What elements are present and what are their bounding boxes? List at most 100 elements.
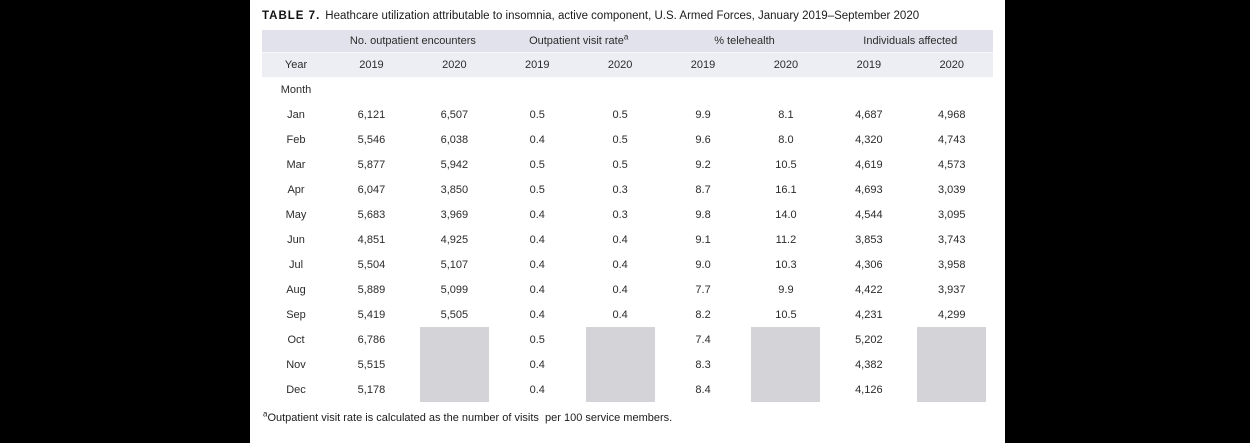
- value-cell: 9.2: [661, 152, 745, 177]
- group-header-outpatient-encounters: No. outpatient encounters: [330, 30, 496, 53]
- value-cell: 8.7: [661, 177, 745, 202]
- value-cell: 0.4: [495, 352, 579, 377]
- value-cell: 5,505: [412, 302, 496, 327]
- value-cell: 5,107: [412, 252, 496, 277]
- value-cell: 10.3: [744, 252, 828, 277]
- no-data-cell: [744, 352, 827, 377]
- no-data-cell: [579, 352, 662, 377]
- value-cell: 0.5: [495, 102, 579, 127]
- value-cell: 0.4: [495, 127, 579, 152]
- table-title: TABLE 7. Heathcare utilization attributab…: [262, 9, 1005, 23]
- group-header-visit-rate: Outpatient visit ratea: [495, 30, 662, 53]
- year-header-row: Year 2019 2020 2019 2020 2019 2020 2019 …: [262, 53, 994, 77]
- value-cell: 0.4: [495, 302, 579, 327]
- year-header: 2019: [661, 53, 745, 77]
- value-cell: 3,853: [827, 227, 911, 252]
- value-cell: 8.2: [661, 302, 745, 327]
- value-cell: 5,546: [330, 127, 413, 152]
- year-header: 2019: [330, 53, 413, 77]
- month-cell: Jan: [262, 102, 330, 127]
- value-cell: 5,942: [412, 152, 496, 177]
- corner-cell: [262, 30, 330, 53]
- value-cell: 4,422: [827, 277, 911, 302]
- value-cell: 5,683: [330, 202, 413, 227]
- year-header: 2020: [578, 53, 662, 77]
- empty-cell: [495, 77, 579, 102]
- no-data-cell: [579, 377, 662, 402]
- empty-cell: [744, 77, 828, 102]
- value-cell: 9.9: [744, 277, 828, 302]
- value-cell: 3,958: [910, 252, 994, 277]
- value-cell: 0.4: [578, 302, 662, 327]
- no-data-cell: [579, 327, 662, 352]
- table-row: Sep 5,419 5,505 0.4 0.4 8.2 10.5 4,231 4,299: [262, 302, 994, 327]
- no-data-cell: [910, 377, 993, 402]
- year-header: 2019: [495, 53, 579, 77]
- empty-cell: [330, 77, 413, 102]
- value-cell: 5,504: [330, 252, 413, 277]
- table-row: Jul 5,504 5,107 0.4 0.4 9.0 10.3 4,306 3,958: [262, 252, 994, 277]
- year-header: 2020: [412, 53, 496, 77]
- table-title-text: Heathcare utilization attributable to in…: [325, 10, 920, 22]
- value-cell: 3,743: [910, 227, 994, 252]
- value-cell: 4,306: [827, 252, 911, 277]
- value-cell: 0.5: [578, 127, 662, 152]
- value-cell: 3,937: [910, 277, 994, 302]
- group-header-label: Individuals affected: [863, 35, 958, 47]
- no-data-cell: [413, 327, 496, 352]
- value-cell: 0.4: [495, 277, 579, 302]
- value-cell: 3,850: [412, 177, 496, 202]
- group-header-superscript: a: [623, 32, 629, 42]
- table-row: Dec 5,178 0.4 8.4 4,126: [262, 377, 993, 402]
- value-cell: 4,925: [412, 227, 496, 252]
- value-cell: 9.9: [661, 102, 745, 127]
- value-cell: 0.4: [495, 377, 579, 402]
- table-row: Feb 5,546 6,038 0.4 0.5 9.6 8.0 4,320 4,743: [262, 127, 994, 152]
- no-data-cell: [744, 327, 827, 352]
- group-header-label: Outpatient visit rate: [529, 35, 624, 47]
- year-header: 2019: [827, 53, 911, 77]
- table-row: Apr 6,047 3,850 0.5 0.3 8.7 16.1 4,693 3,039: [262, 177, 994, 202]
- value-cell: 9.8: [661, 202, 745, 227]
- value-cell: 6,038: [412, 127, 496, 152]
- value-cell: 0.5: [578, 102, 662, 127]
- value-cell: 0.5: [495, 152, 579, 177]
- month-cell: Aug: [262, 277, 330, 302]
- empty-cell: [827, 77, 911, 102]
- month-cell: Oct: [262, 327, 330, 352]
- value-cell: 8.0: [744, 127, 828, 152]
- year-row-label: Year: [262, 53, 330, 77]
- value-cell: 6,047: [330, 177, 413, 202]
- value-cell: 0.4: [578, 227, 662, 252]
- value-cell: 5,419: [330, 302, 413, 327]
- table-row: Jan 6,121 6,507 0.5 0.5 9.9 8.1 4,687 4,968: [262, 102, 994, 127]
- value-cell: 0.4: [495, 227, 579, 252]
- footnote-text: Outpatient visit rate is calculated as t…: [267, 412, 673, 424]
- no-data-cell: [910, 352, 993, 377]
- month-row-label: Month: [262, 77, 330, 102]
- empty-cell: [412, 77, 496, 102]
- value-cell: 4,320: [827, 127, 911, 152]
- value-cell: 4,544: [827, 202, 911, 227]
- month-cell: Dec: [262, 377, 330, 402]
- no-data-cell: [413, 352, 496, 377]
- table-body: Month Jan 6,121 6,507 0.5 0.5 9.9 8.1 4,687 4,968…: [262, 77, 994, 402]
- value-cell: 4,619: [827, 152, 911, 177]
- utilization-table: No. outpatient encounters Outpatient vis…: [262, 30, 994, 402]
- group-header-individuals-affected: Individuals affected: [827, 30, 994, 53]
- group-header-row: No. outpatient encounters Outpatient vis…: [262, 30, 994, 53]
- value-cell: 3,039: [910, 177, 994, 202]
- value-cell: 3,969: [412, 202, 496, 227]
- month-cell: Jun: [262, 227, 330, 252]
- no-data-cell: [413, 377, 496, 402]
- value-cell: 5,099: [412, 277, 496, 302]
- table-row: May 5,683 3,969 0.4 0.3 9.8 14.0 4,544 3,095: [262, 202, 994, 227]
- value-cell: 8.3: [661, 352, 745, 377]
- value-cell: 10.5: [744, 302, 828, 327]
- value-cell: 0.4: [495, 202, 579, 227]
- month-label-row: Month: [262, 77, 994, 102]
- value-cell: 7.4: [661, 327, 745, 352]
- month-cell: Feb: [262, 127, 330, 152]
- value-cell: 16.1: [744, 177, 828, 202]
- month-cell: Nov: [262, 352, 330, 377]
